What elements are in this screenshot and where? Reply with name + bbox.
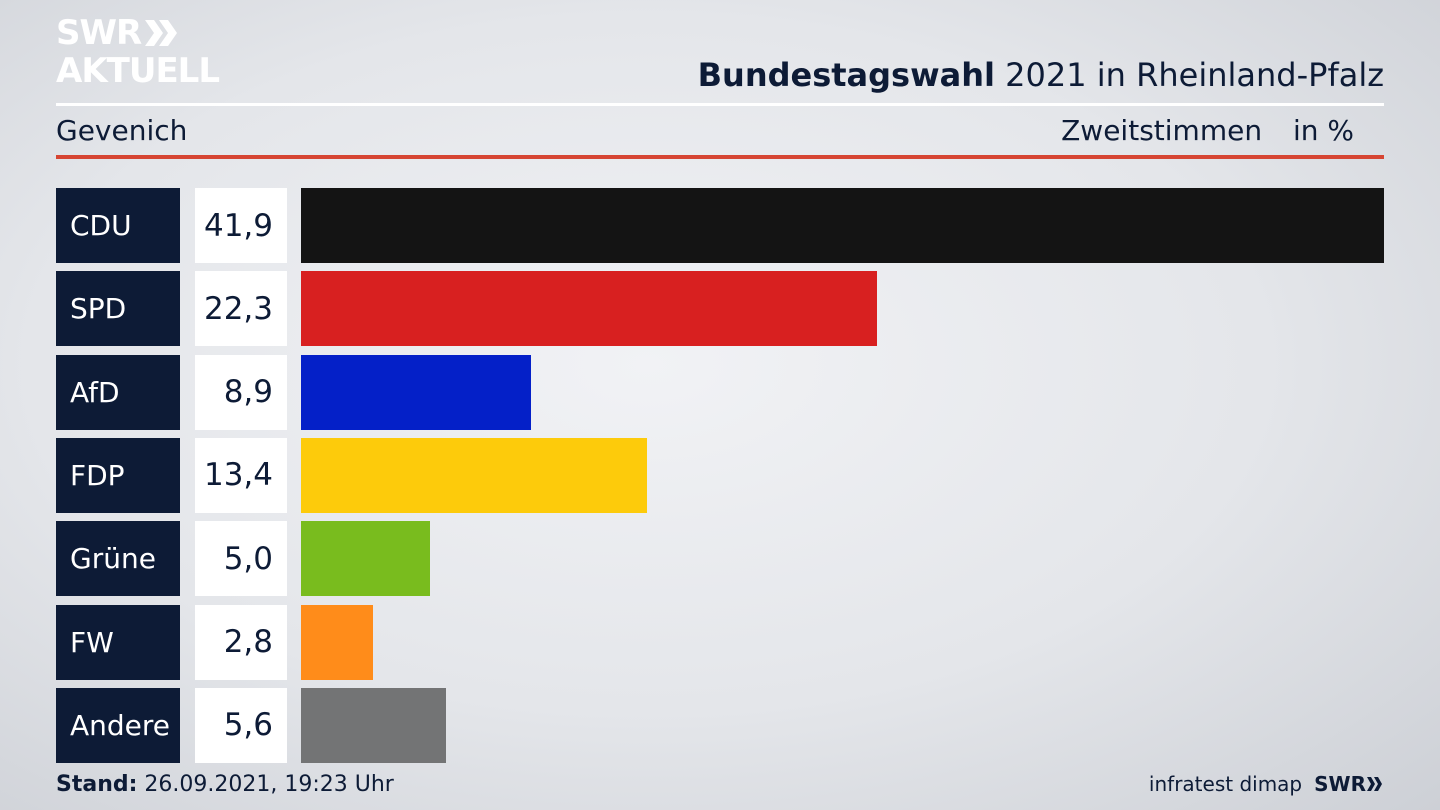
party-label: FDP xyxy=(56,437,180,513)
metric-label: Zweitstimmen in % xyxy=(1061,114,1354,147)
bar-row: FDP 13,4 xyxy=(56,437,1384,513)
bar-row: Grüne 5,0 xyxy=(56,521,1384,597)
bar-row: CDU 41,9 xyxy=(56,188,1384,263)
header-divider xyxy=(56,103,1384,106)
source-credit: infratest dimap SWR xyxy=(1149,772,1384,796)
accent-divider xyxy=(56,155,1384,159)
stand-label: Stand: xyxy=(56,772,138,797)
bar xyxy=(301,687,446,763)
bar xyxy=(301,354,531,430)
double-chevron-icon xyxy=(145,20,178,46)
stand-value: 26.09.2021, 19:23 Uhr xyxy=(144,772,394,797)
value-label: 2,8 xyxy=(195,604,287,680)
swr-small-text: SWR xyxy=(1314,772,1366,796)
bar xyxy=(301,437,647,513)
value-label: 22,3 xyxy=(195,271,287,347)
bar xyxy=(301,521,430,597)
bar xyxy=(301,188,1384,263)
party-label: SPD xyxy=(56,271,180,347)
title-bold: Bundestagswahl xyxy=(697,56,995,94)
bar-row: AfD 8,9 xyxy=(56,354,1384,430)
party-label: Grüne xyxy=(56,521,180,597)
party-label: Andere xyxy=(56,687,180,763)
value-label: 41,9 xyxy=(195,188,287,263)
title-rest: 2021 in Rheinland-Pfalz xyxy=(1005,56,1384,94)
party-label: FW xyxy=(56,604,180,680)
swr-small-logo: SWR xyxy=(1314,772,1384,796)
bar xyxy=(301,271,877,347)
region-name: Gevenich xyxy=(56,114,188,147)
value-label: 5,6 xyxy=(195,687,287,763)
bar-row: FW 2,8 xyxy=(56,604,1384,680)
party-label: AfD xyxy=(56,354,180,430)
metric-unit: in % xyxy=(1292,114,1354,147)
bar-row: Andere 5,6 xyxy=(56,687,1384,763)
party-label: CDU xyxy=(56,188,180,263)
timestamp: Stand: 26.09.2021, 19:23 Uhr xyxy=(56,772,394,797)
bar xyxy=(301,604,373,680)
small-double-chevron-icon xyxy=(1367,777,1382,791)
logo-line2: AKTUELL xyxy=(56,51,220,91)
bar-chart: CDU 41,9 SPD 22,3 AfD 8,9 FDP 13,4 Grüne 5,0 FW 2,8… xyxy=(56,188,1384,763)
bar-row: SPD 22,3 xyxy=(56,271,1384,347)
logo-line1: SWR xyxy=(56,13,142,53)
metric-name: Zweitstimmen xyxy=(1061,114,1263,147)
swr-aktuell-logo: SWR AKTUELL xyxy=(56,16,226,90)
value-label: 5,0 xyxy=(195,521,287,597)
chart-title: Bundestagswahl 2021 in Rheinland-Pfalz xyxy=(698,56,1384,94)
value-label: 8,9 xyxy=(195,354,287,430)
source-text: infratest dimap xyxy=(1148,772,1303,796)
value-label: 13,4 xyxy=(195,437,287,513)
